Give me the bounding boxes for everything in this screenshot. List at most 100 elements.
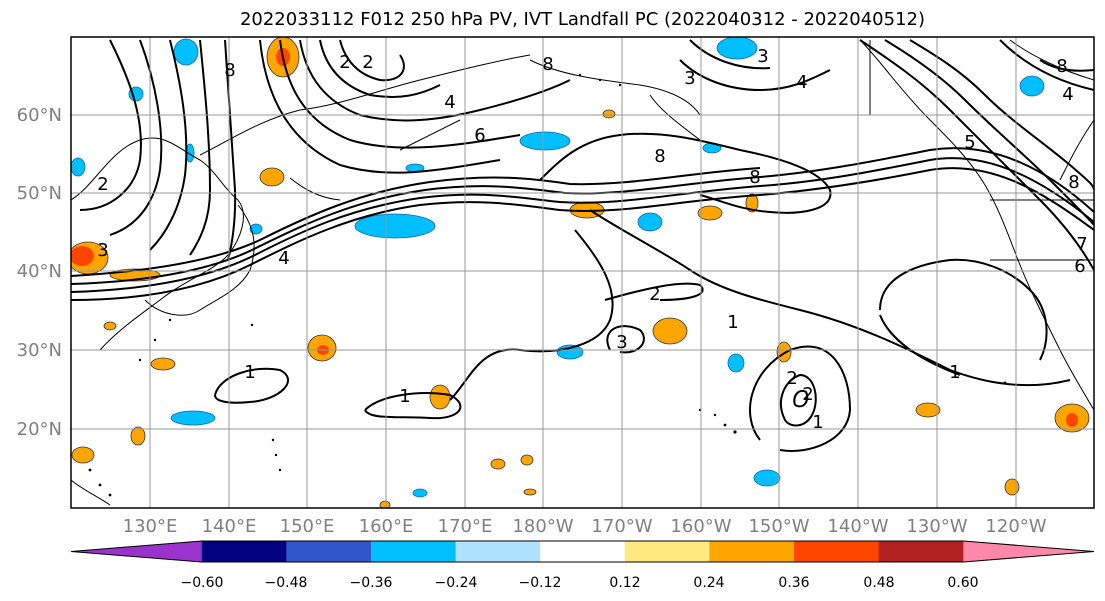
- colorbar-segment: [709, 541, 795, 562]
- colorbar-segment: [878, 541, 964, 562]
- islands: [88, 73, 1007, 497]
- colorbar-tick-label: −0.36: [350, 575, 393, 591]
- contour-label: 6: [1074, 256, 1085, 277]
- lon-label: 160°E: [359, 516, 414, 537]
- colorbar-segment: [624, 541, 710, 562]
- pv-blob: [915, 402, 941, 418]
- contour-labels: 8 2 2 4 6 4 8 3 8 3 2 3 4 8 2 3 1 1 1 2 …: [97, 46, 1087, 433]
- map-background: [71, 37, 1094, 508]
- pv-blob: [745, 193, 759, 213]
- pv-blob: [71, 446, 95, 464]
- pv-blob: [520, 454, 534, 466]
- lon-label: 130°E: [123, 516, 178, 537]
- contour-label: 1: [812, 412, 823, 433]
- lon-label: 150°E: [280, 516, 335, 537]
- pv-blob: [429, 384, 451, 410]
- pv-blob: [354, 213, 436, 239]
- pv-blob: [602, 109, 616, 119]
- pv-blob: [379, 500, 391, 508]
- pv-blob: [490, 458, 506, 470]
- grid: [71, 37, 1094, 508]
- colorbar-tick-label: −0.60: [181, 575, 224, 591]
- colorbar: [70, 540, 1095, 563]
- colorbar-segment: [794, 541, 880, 562]
- colorbar-tick-label: 0.60: [947, 575, 978, 591]
- contour-label: 8: [542, 54, 553, 75]
- contour-label: 1: [399, 386, 410, 407]
- lat-label: 60°N: [17, 105, 62, 126]
- pv-blob: [259, 167, 285, 187]
- map-frame: [70, 36, 1095, 509]
- contour-label: 2: [97, 174, 108, 195]
- contour-label: 3: [684, 68, 695, 89]
- pv-blob: [1019, 75, 1045, 97]
- pv-blob: [637, 212, 663, 232]
- contour-label: 8: [749, 167, 760, 188]
- contour-label: 7: [1076, 234, 1087, 255]
- lat-label: 40°N: [17, 261, 62, 282]
- pv-blob: [1004, 478, 1020, 496]
- colorbar-tick-label: −0.48: [265, 575, 308, 591]
- contour-label: 2: [362, 52, 373, 73]
- contour-label: 6: [474, 125, 485, 146]
- contour-label: 1: [949, 362, 960, 383]
- pv-blob: [716, 37, 758, 60]
- contour-label: 8: [1056, 56, 1067, 77]
- pv-blob: [130, 426, 146, 446]
- lon-label: 150°W: [748, 516, 809, 537]
- contour-label: 2: [649, 284, 660, 305]
- colorbar-tick-label: 0.24: [693, 575, 724, 591]
- lon-label: 140°E: [202, 516, 257, 537]
- contour-label: 2: [802, 384, 813, 405]
- contour-label: 2: [786, 368, 797, 389]
- pv-blob: [249, 223, 263, 235]
- lon-label: 120°W: [985, 516, 1046, 537]
- pv-blob: [753, 469, 781, 487]
- colorbar-segment: [455, 541, 541, 562]
- colorbar-tick-label: −0.24: [435, 575, 478, 591]
- colorbar-segment: [286, 541, 372, 562]
- lon-label: 160°W: [670, 516, 731, 537]
- contour-label: 4: [796, 72, 807, 93]
- pv-blob: [523, 488, 537, 496]
- pv-blob: [103, 321, 117, 331]
- colorbar-outline: [70, 540, 1095, 563]
- pv-blob: [776, 341, 792, 363]
- map-title: 2022033112 F012 250 hPa PV, IVT Landfall…: [239, 9, 926, 30]
- longitude-labels: 130°E 140°E 150°E 160°E 170°E 180°W 170°…: [123, 516, 1047, 537]
- colorbar-extend-right: [963, 541, 1094, 562]
- pv-blob: [697, 205, 723, 221]
- colorbar-segment: [540, 541, 626, 562]
- colorbar-extend-left: [71, 541, 202, 562]
- pv-blob: [652, 317, 688, 345]
- lat-label: 30°N: [17, 340, 62, 361]
- pv-blob: [170, 410, 216, 426]
- contour-label: 8: [224, 60, 235, 81]
- contour-label: 1: [244, 362, 255, 383]
- colorbar-tick-label: 0.36: [778, 575, 809, 591]
- pv-blob: [519, 131, 571, 151]
- lat-label: 20°N: [17, 419, 62, 440]
- pv-blob: [150, 357, 176, 371]
- colorbar-segment: [201, 541, 287, 562]
- lat-label: 50°N: [17, 183, 62, 204]
- contour-label: 3: [757, 46, 768, 67]
- lon-label: 170°E: [438, 516, 493, 537]
- latitude-labels: 60°N 50°N 40°N 30°N 20°N: [17, 105, 62, 440]
- lon-label: 130°W: [906, 516, 967, 537]
- lon-label: 180°W: [512, 516, 573, 537]
- contour-label: 2: [339, 52, 350, 73]
- contour-label: 8: [1068, 172, 1079, 193]
- lon-label: 170°W: [591, 516, 652, 537]
- colorbar-tick-label: 0.12: [609, 575, 640, 591]
- colorbar-tick-label: −0.12: [519, 575, 562, 591]
- colorbar-tick-label: 0.48: [863, 575, 894, 591]
- colorbar-tick-labels: −0.60 −0.48 −0.36 −0.24 −0.12 0.12 0.24 …: [181, 575, 979, 591]
- contour-label: 3: [97, 240, 108, 261]
- contour-label: 1: [727, 312, 738, 333]
- contour-label: 5: [964, 132, 975, 153]
- pv-blob: [727, 353, 745, 373]
- contour-label: 4: [444, 92, 455, 113]
- colorbar-segment: [370, 541, 457, 562]
